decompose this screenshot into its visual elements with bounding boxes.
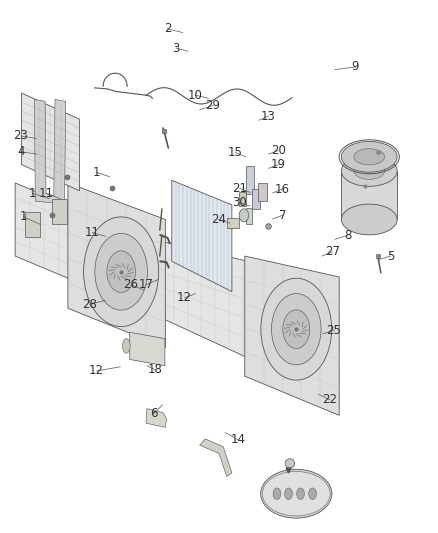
Ellipse shape	[297, 488, 304, 499]
Text: 2: 2	[164, 22, 171, 35]
Polygon shape	[21, 93, 79, 191]
Polygon shape	[146, 238, 271, 368]
Bar	[246, 166, 254, 195]
Ellipse shape	[354, 163, 385, 180]
Ellipse shape	[262, 472, 330, 516]
Text: 11: 11	[85, 226, 100, 239]
Polygon shape	[200, 439, 232, 477]
Ellipse shape	[273, 488, 281, 499]
Text: 13: 13	[261, 110, 276, 123]
Text: 15: 15	[228, 146, 243, 159]
Text: 1: 1	[20, 211, 28, 223]
Polygon shape	[15, 183, 146, 311]
Ellipse shape	[122, 338, 130, 353]
Ellipse shape	[309, 488, 316, 499]
Text: 1: 1	[93, 166, 100, 179]
Polygon shape	[146, 409, 166, 427]
Text: 26: 26	[124, 278, 138, 291]
Ellipse shape	[84, 217, 159, 327]
Ellipse shape	[261, 278, 332, 380]
Text: 20: 20	[271, 144, 286, 157]
Polygon shape	[35, 99, 66, 204]
Ellipse shape	[285, 488, 293, 499]
Ellipse shape	[354, 149, 385, 165]
Polygon shape	[130, 332, 165, 366]
Text: 1: 1	[28, 187, 36, 200]
Ellipse shape	[272, 294, 321, 365]
Ellipse shape	[239, 209, 249, 222]
Text: 6: 6	[150, 407, 158, 421]
Text: 8: 8	[344, 229, 351, 241]
Text: 16: 16	[275, 183, 290, 196]
Bar	[25, 212, 39, 237]
Polygon shape	[341, 171, 397, 220]
Text: 29: 29	[205, 99, 220, 112]
Text: 19: 19	[271, 158, 286, 171]
Bar	[53, 199, 67, 224]
Bar	[227, 218, 239, 228]
Polygon shape	[68, 183, 166, 348]
Text: 10: 10	[188, 88, 203, 102]
Text: 23: 23	[13, 130, 28, 142]
Ellipse shape	[341, 204, 397, 235]
Text: 12: 12	[89, 365, 104, 377]
Ellipse shape	[107, 251, 135, 293]
Bar	[239, 192, 246, 206]
Text: 24: 24	[211, 213, 226, 226]
Ellipse shape	[283, 310, 310, 349]
Ellipse shape	[341, 156, 397, 187]
Bar	[246, 208, 252, 224]
Text: 25: 25	[327, 324, 342, 337]
Text: 27: 27	[325, 245, 340, 259]
Text: 17: 17	[138, 278, 154, 291]
Text: 4: 4	[17, 145, 25, 158]
Polygon shape	[245, 256, 339, 415]
Text: 22: 22	[322, 393, 337, 406]
Text: 3: 3	[173, 42, 180, 55]
Text: 28: 28	[82, 297, 97, 311]
Text: 30: 30	[232, 196, 247, 209]
Ellipse shape	[95, 233, 148, 310]
Ellipse shape	[285, 459, 294, 468]
Text: 9: 9	[352, 60, 359, 74]
Text: 14: 14	[231, 433, 246, 447]
Polygon shape	[172, 180, 232, 292]
Ellipse shape	[261, 469, 332, 518]
Ellipse shape	[341, 141, 397, 172]
Bar	[252, 189, 260, 209]
Text: 5: 5	[387, 249, 394, 263]
Bar	[258, 183, 267, 201]
Text: 12: 12	[177, 292, 192, 304]
Text: 21: 21	[232, 182, 247, 195]
Text: 7: 7	[279, 209, 286, 222]
Text: 11: 11	[39, 187, 54, 200]
Text: 18: 18	[148, 364, 163, 376]
